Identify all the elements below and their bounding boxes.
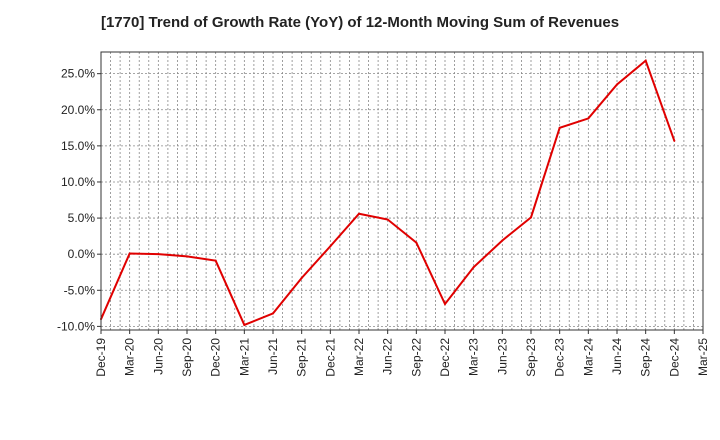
data-point [673,139,676,142]
x-tick-label: Jun-21 [266,338,280,375]
data-point [128,252,131,255]
grid-lines [101,52,703,330]
x-tick-label: Sep-24 [639,338,653,377]
data-point [186,255,188,258]
data-point [386,218,389,221]
data-point [358,212,360,215]
x-tick-label: Sep-20 [180,338,194,377]
y-tick-label: 15.0% [61,139,95,153]
x-tick-label: Jun-22 [381,338,395,375]
x-tick-label: Sep-21 [295,338,309,377]
data-point [444,303,446,306]
data-point [644,59,647,62]
x-tick-label: Dec-20 [209,338,223,377]
data-point [558,126,561,129]
plot-area [101,52,703,330]
data-point [587,117,590,120]
x-tick-label: Dec-24 [667,338,681,377]
data-point [214,259,217,262]
y-tick-label: 25.0% [61,67,95,81]
data-point [616,83,618,86]
x-tick-label: Mar-21 [237,338,251,376]
data-point [472,266,475,269]
y-axis: -10.0% -5.0% 0.0% 5.0% 10.0% 15.0% 20.0% 25.0% [57,67,101,333]
chart-title: [1770] Trend of Growth Rate (YoY) of 12-… [100,14,620,31]
x-tick-label: Mar-23 [467,338,481,376]
x-tick-label: Jun-24 [610,338,624,375]
plot-frame [100,51,704,331]
x-axis: Dec-19 Mar-20 Jun-20 Sep-20 Dec-20 Mar-21 Jun-… [94,330,710,377]
x-tick-label: Mar-25 [696,338,710,376]
data-point [415,241,418,244]
data-point [243,323,246,326]
data-point [501,239,504,242]
y-tick-label: 20.0% [61,103,95,117]
series-group [100,58,676,327]
x-tick-label: Dec-22 [438,338,452,377]
x-tick-label: Dec-23 [553,338,567,377]
y-tick-label: 10.0% [61,175,95,189]
x-tick-label: Mar-22 [352,338,366,376]
y-tick-label: 5.0% [68,211,96,225]
data-point [329,245,332,248]
x-tick-label: Sep-22 [409,338,423,377]
x-tick-label: Mar-24 [581,338,595,376]
y-tick-label: -5.0% [64,283,96,297]
data-point [300,277,303,280]
x-tick-label: Dec-19 [94,338,108,377]
x-tick-label: Mar-20 [123,338,137,376]
x-tick-label: Dec-21 [323,338,337,377]
data-point [272,312,274,315]
y-tick-label: 0.0% [68,247,96,261]
data-point [157,253,160,256]
x-tick-label: Sep-23 [524,338,538,377]
y-tick-label: -10.0% [57,319,95,333]
data-point [530,216,532,219]
x-tick-label: Jun-20 [151,338,165,375]
x-tick-label: Jun-23 [495,338,509,375]
